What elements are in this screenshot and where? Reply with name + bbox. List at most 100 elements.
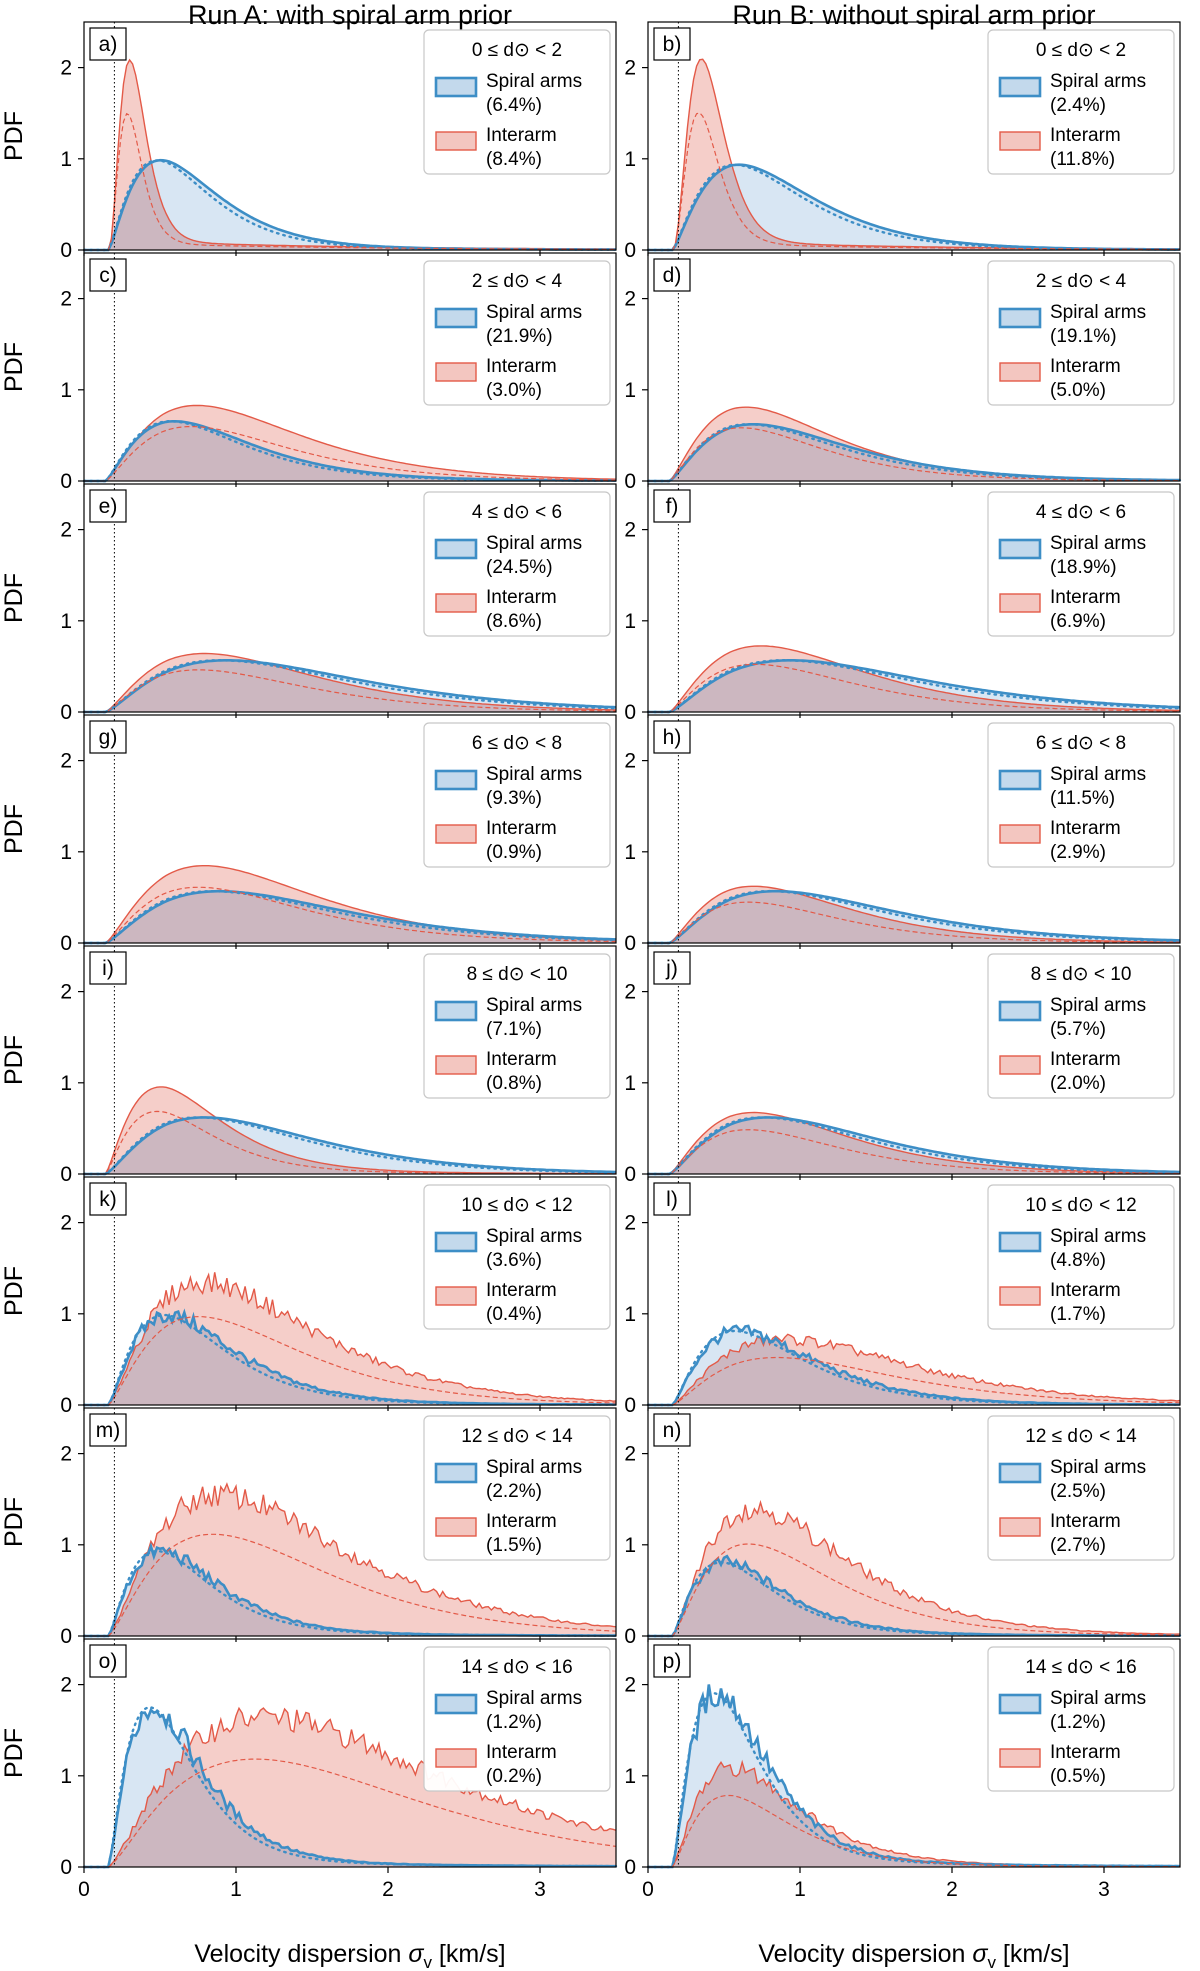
interarm-legend-label: Interarm [1050,1511,1121,1532]
overlap-area [84,660,616,712]
interarm-legend-swatch [999,1286,1041,1306]
y-tick-label: 2 [624,519,636,542]
interarm-legend-label: Interarm [486,818,557,839]
y-tick-label: 2 [60,1212,72,1235]
spiral-percent: (24.5%) [486,557,553,578]
spiral-legend-label: Spiral arms [1050,1457,1146,1478]
panel-j: 0 1 2 j) 8 ≤ d⊙ < 10 Spiral arms (5.7%) Interar… [624,945,1182,1186]
overlap-area [84,1311,616,1405]
interarm-prior-dashed [84,1758,617,1868]
spiral-prior-dotted [646,1561,1182,1638]
interarm-prior-dashed [648,901,1180,944]
y-tick-label: 0 [624,1856,636,1879]
interarm-percent: (11.8%) [1050,149,1115,170]
spiral-prior-dotted [82,159,618,252]
spiral-line [648,659,1181,714]
y-tick-label: 1 [60,1534,72,1557]
spiral-percent: (11.5%) [1050,788,1115,809]
axes-frame [647,483,1181,713]
panel-c: 0 1 2 PDF c) 2 ≤ d⊙ < 4 Spiral arms (21.9%) Inte… [0,252,618,493]
panel-letter-box [653,27,691,61]
spiral-legend-label: Spiral arms [486,1688,582,1709]
panel-letter: l) [666,1188,678,1211]
y-tick-label: 1 [624,379,636,402]
spiral-legend-swatch [434,1000,478,1022]
interarm-prior-dashed [648,112,1180,251]
y-tick-label: 1 [624,1303,636,1326]
axes-frame [647,21,1181,251]
overlap-area [648,1117,1180,1174]
spiral-legend-label: Spiral arms [486,1457,582,1478]
spiral-legend-swatch [434,1693,478,1715]
y-tick-label: 2 [624,1443,636,1466]
panel-g: 0 1 2 PDF g) 6 ≤ d⊙ < 8 Spiral arms (9.3%) Inter… [0,714,618,955]
panel-letter: c) [99,264,117,287]
interarm-percent: (6.9%) [1050,611,1106,632]
spiral-prior-dotted [82,890,618,945]
spiral-legend-label: Spiral arms [1050,995,1146,1016]
distance-bin-label: 0 ≤ d⊙ < 2 [1036,40,1126,61]
y-tick-label: 0 [624,701,636,724]
interarm-prior-dashed [84,112,616,251]
interarm-legend-label: Interarm [486,1280,557,1301]
interarm-legend-swatch [435,593,477,613]
interarm-percent: (0.8%) [486,1073,542,1094]
y-tick-label: 0 [60,701,72,724]
interarm-percent: (8.4%) [486,149,542,170]
interarm-legend-label: Interarm [1050,1049,1121,1070]
interarm-line [84,1272,617,1406]
spiral-prior-dotted [646,659,1182,714]
interarm-percent: (3.0%) [486,380,542,401]
panel-letter-box [89,27,127,61]
y-tick-label: 0 [624,1625,636,1648]
y-tick-label: 0 [624,1163,636,1186]
axes-frame [83,252,617,482]
panel-letter-box [89,1182,127,1216]
axes-frame [83,714,617,944]
interarm-prior-dashed [84,1315,617,1406]
spiral-prior-dotted [646,1329,1182,1407]
distance-bin-label: 2 ≤ d⊙ < 4 [1036,271,1127,292]
y-tick-label: 2 [624,1212,636,1235]
interarm-legend-swatch [999,1055,1041,1075]
panel-letter: d) [663,264,682,287]
panel-l: 0 1 2 l) 10 ≤ d⊙ < 12 Spiral arms (4.8%) Intera… [624,1176,1182,1417]
y-axis-label: PDF [0,804,28,854]
panel-letter-box [653,1182,691,1216]
spiral-legend-label: Spiral arms [486,71,582,92]
spiral-percent: (2.4%) [1050,95,1106,116]
spiral-legend-label: Spiral arms [486,1226,582,1247]
interarm-legend-label: Interarm [1050,1280,1121,1301]
distance-bin-label: 8 ≤ d⊙ < 10 [467,964,568,985]
panel-letter-box [653,1644,691,1678]
interarm-line [84,1706,617,1868]
panel-letter-box [653,258,691,292]
interarm-legend-swatch [435,824,477,844]
y-tick-label: 1 [624,1072,636,1095]
overlap-area [648,1556,1180,1636]
y-axis-label: PDF [0,342,28,392]
distance-bin-label: 4 ≤ d⊙ < 6 [472,502,562,523]
spiral-legend-swatch [434,307,478,329]
interarm-percent: (2.0%) [1050,1073,1106,1094]
interarm-legend-swatch [999,1748,1041,1768]
panel-letter: i) [102,957,114,980]
panel-letter: p) [663,1650,682,1673]
interarm-legend-swatch [435,1055,477,1075]
axes-frame [647,1638,1181,1868]
y-tick-label: 1 [60,610,72,633]
spiral-legend-swatch [434,76,478,98]
y-axis-label: PDF [0,1497,28,1547]
interarm-percent: (2.9%) [1050,842,1106,863]
spiral-legend-swatch [998,769,1042,791]
spiral-line [648,889,1181,945]
x-tick-label: 0 [78,1878,90,1901]
distance-bin-label: 6 ≤ d⊙ < 8 [472,733,562,754]
spiral-prior-dotted [82,419,618,483]
interarm-legend-swatch [435,1748,477,1768]
interarm-prior-dashed [84,669,616,713]
x-tick-label: 3 [534,1878,546,1901]
y-tick-label: 1 [624,148,636,171]
x-axis-label: Velocity dispersion σv [km/s] [758,1940,1069,1971]
